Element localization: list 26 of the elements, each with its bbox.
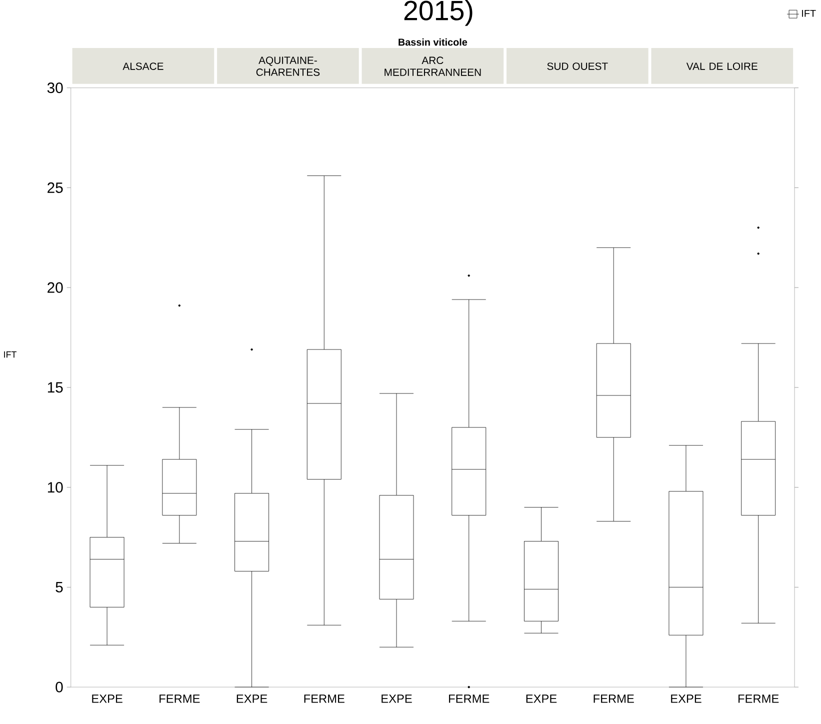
y-tick-label: 10 [48,482,63,493]
legend-label: IFT [802,10,816,17]
text: AQUITAINE- CHARENTES [256,56,320,76]
x-tick-label: EXPE [671,694,702,703]
y-tick-label: 20 [48,282,63,293]
x-tick-label: EXPE [382,694,412,703]
chart-title: 2015) [404,0,472,26]
x-tick-label: EXPE [92,694,122,703]
text: SUD OUEST [547,62,608,70]
y-tick-label: 0 [56,682,63,692]
chart-subtitle: Bassin viticole [398,38,468,46]
text: VAL DE LOIRE [686,62,758,70]
y-tick-label: 5 [56,582,63,592]
x-tick-label: FERME [738,694,779,703]
y-axis-title: IFT [4,351,16,358]
x-tick-label: FERME [160,694,200,703]
y-tick-label: 15 [48,382,63,393]
x-tick-label: FERME [594,694,634,703]
x-tick-label: EXPE [236,694,268,703]
x-tick-label: FERME [449,694,490,703]
text: ARC MEDITERRANNEEN [384,56,481,76]
text: ALSACE [122,62,164,70]
x-tick-label: FERME [304,694,344,703]
x-tick-label: EXPE [526,694,557,703]
y-tick-label: 25 [48,182,63,194]
y-tick-label: 30 [47,82,63,94]
